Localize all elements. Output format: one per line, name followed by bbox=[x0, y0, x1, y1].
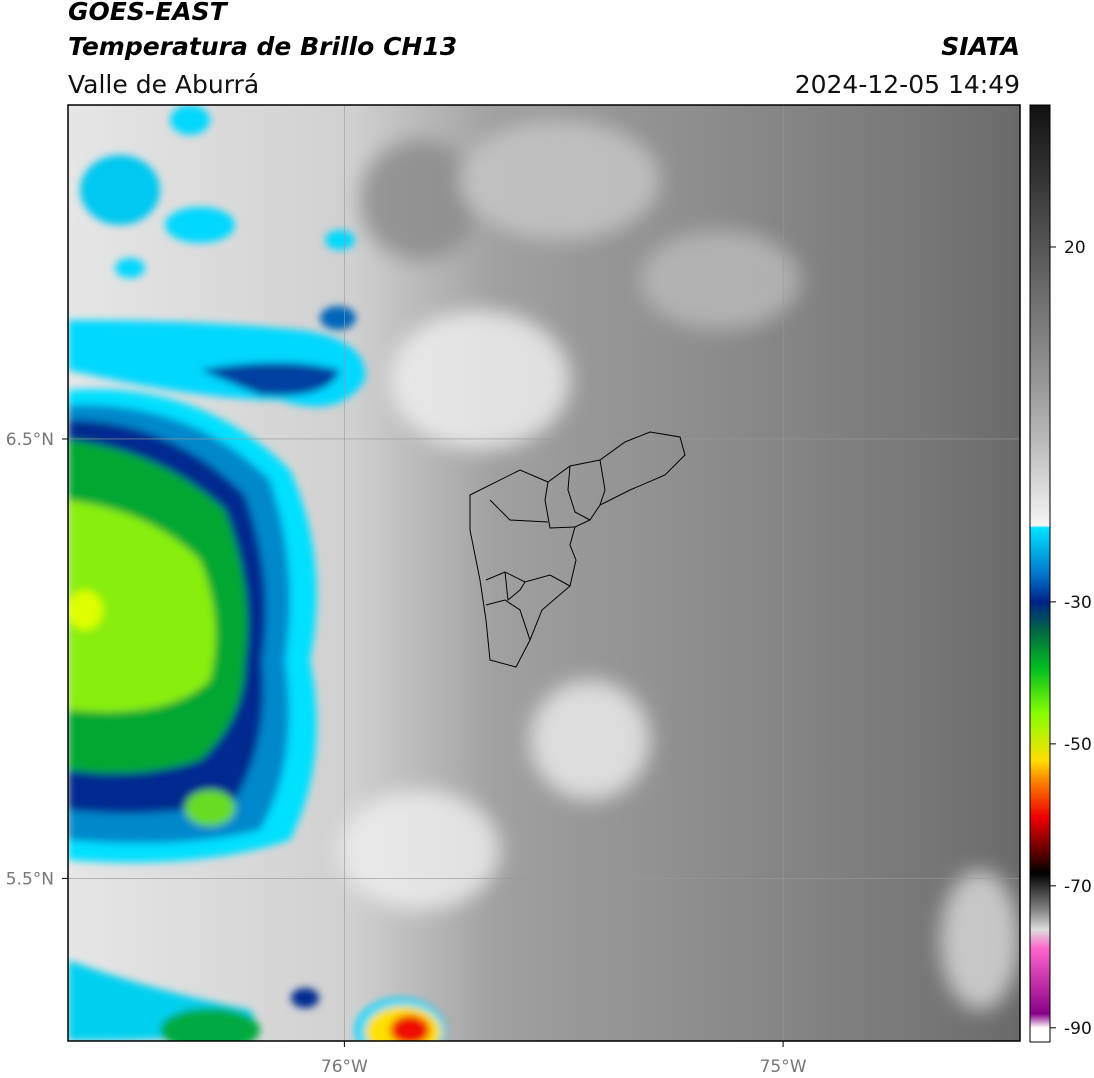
x-tick-label: 76°W bbox=[321, 1057, 368, 1077]
y-tick-label: 5.5°N bbox=[6, 869, 54, 889]
subtitle: Temperatura de Brillo CH13 bbox=[68, 32, 457, 61]
region: Valle de Aburrá bbox=[68, 70, 259, 99]
x-tick-label: 75°W bbox=[760, 1057, 807, 1077]
municipal-boundaries bbox=[469, 431, 686, 668]
datetime: 2024-12-05 14:49 bbox=[795, 70, 1020, 99]
colorbar-tick-label: -30 bbox=[1064, 593, 1092, 613]
source: SIATA bbox=[941, 32, 1020, 61]
grid bbox=[68, 105, 1020, 1041]
colorbar-tick-label: 20 bbox=[1064, 238, 1086, 258]
colorbar-tick-label: -70 bbox=[1064, 877, 1092, 897]
satellite-image bbox=[68, 105, 1020, 1041]
colorbar-tick-label: -50 bbox=[1064, 735, 1092, 755]
y-tick-label: 6.5°N bbox=[6, 430, 54, 450]
title: GOES-EAST bbox=[68, 0, 229, 26]
colorbar-tick-label: -90 bbox=[1064, 1019, 1092, 1039]
map-frame bbox=[67, 104, 1021, 1042]
colorbar bbox=[1029, 104, 1051, 1043]
